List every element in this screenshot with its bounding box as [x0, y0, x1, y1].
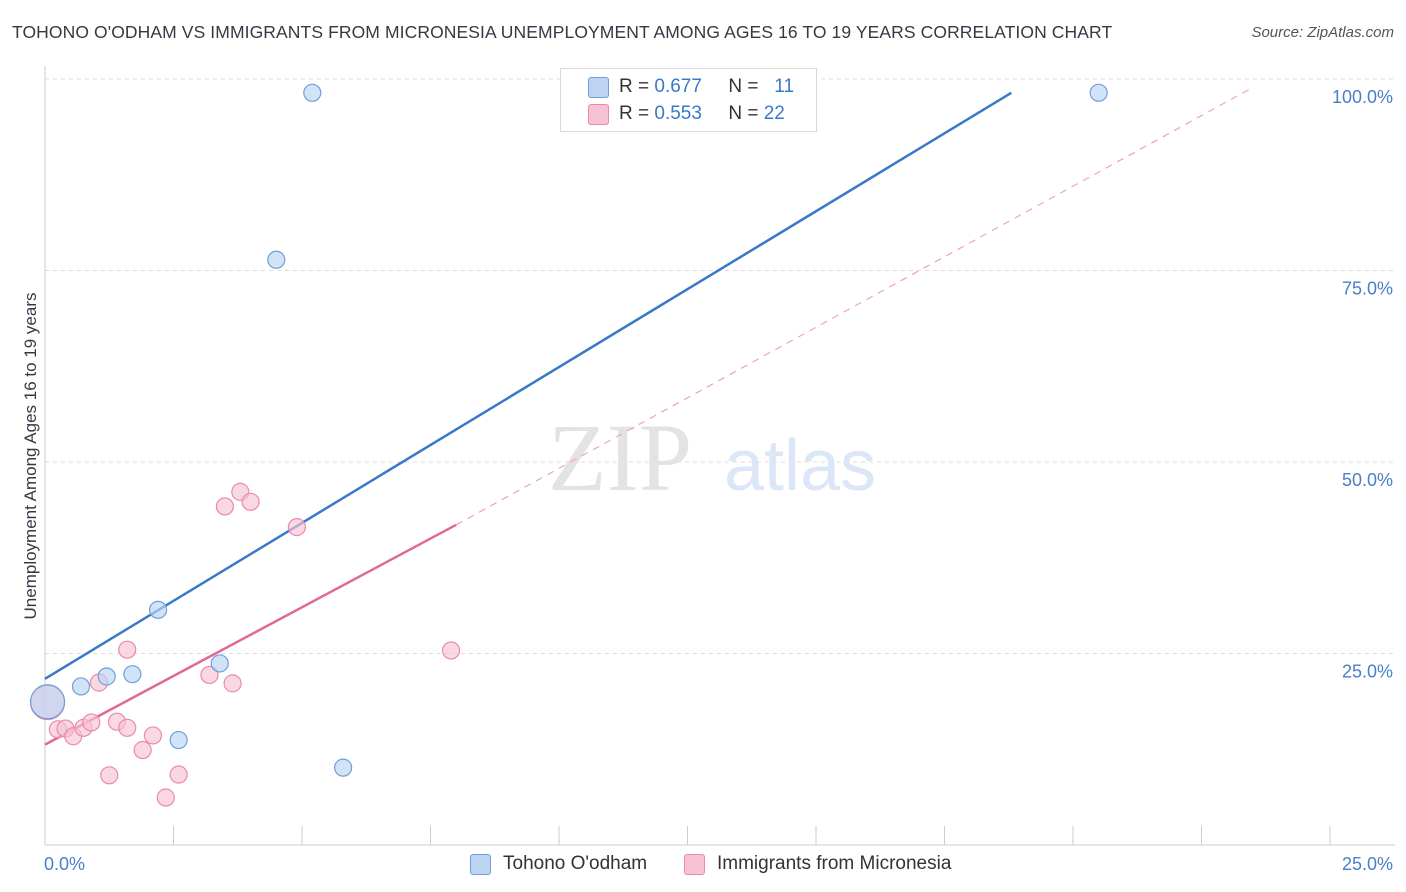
- bottom-legend-micronesia: Immigrants from Micronesia: [684, 852, 951, 876]
- chart-title: TOHONO O'ODHAM VS IMMIGRANTS FROM MICRON…: [12, 22, 1113, 42]
- legend-text-micronesia: R = 0.553 N = 22: [619, 103, 785, 125]
- point-micronesia-9: [118, 718, 137, 737]
- point-tohono-5: [169, 730, 188, 750]
- legend-r-value: 0.677: [654, 76, 702, 97]
- point-micronesia-10: [118, 640, 137, 659]
- legend-swatch-blue: [588, 76, 609, 98]
- point-micronesia-15: [200, 665, 219, 685]
- point-micronesia-19: [241, 492, 260, 511]
- point-tohono-3: [123, 665, 142, 684]
- watermark-atlas: atlas: [724, 426, 876, 506]
- point-micronesia-11: [133, 740, 152, 760]
- grid-lines: [45, 78, 1395, 654]
- y-axis-label: Unemployment Among Ages 16 to 19 years: [21, 293, 40, 620]
- y-tick-label-75: 75.0%: [1342, 279, 1393, 299]
- legend-r-label: R =: [619, 76, 650, 97]
- point-tohono-2: [97, 667, 116, 686]
- legend-n-value: 11: [774, 76, 795, 97]
- x-tick-label-0: 0.0%: [44, 854, 85, 874]
- bottom-legend-label-tohono: Tohono O'odham: [503, 853, 648, 874]
- watermark-zip: ZIP: [548, 404, 692, 511]
- legend-text-tohono: R = 0.677 N = 11: [619, 76, 794, 98]
- point-tohono-4: [148, 600, 168, 619]
- point-tohono-8: [303, 83, 322, 102]
- bottom-legend-swatch-blue: [470, 853, 491, 875]
- point-micronesia-14: [169, 765, 188, 784]
- trend-line-micronesia-extension: [455, 86, 1254, 526]
- bottom-legend-swatch-pink: [684, 853, 705, 875]
- bottom-legend-label-micronesia: Immigrants from Micronesia: [717, 853, 952, 874]
- legend-swatch-pink: [588, 103, 609, 125]
- x-tick-label-25: 25.0%: [1342, 854, 1393, 874]
- data-points: [29, 83, 1108, 807]
- point-micronesia-21: [441, 641, 461, 660]
- y-tick-label-50: 50.0%: [1342, 470, 1393, 490]
- point-micronesia-13: [156, 788, 175, 807]
- axes: [44, 66, 1395, 846]
- point-micronesia-20: [287, 518, 306, 537]
- point-tohono-7: [267, 250, 286, 269]
- point-micronesia-7: [100, 766, 119, 785]
- point-micronesia-16: [215, 497, 234, 516]
- point-tohono-10: [1089, 83, 1108, 102]
- legend-n-label: N =: [728, 103, 759, 124]
- source-credit: Source: ZipAtlas.com: [1251, 24, 1394, 41]
- trend-line-micronesia: [44, 523, 457, 746]
- legend-n-value: 22: [763, 103, 785, 124]
- point-micronesia-12: [143, 726, 163, 745]
- y-tick-label-100: 100.0%: [1332, 87, 1393, 107]
- bottom-legend-tohono: Tohono O'odham: [470, 852, 647, 876]
- legend-r-label: R =: [619, 103, 650, 124]
- point-micronesia-17: [223, 674, 242, 693]
- point-micronesia-5: [82, 713, 101, 732]
- correlation-legend: R = 0.677 N = 11 R = 0.553 N = 22: [560, 68, 817, 132]
- tick-labels: 25.0% 50.0% 75.0% 100.0% 0.0% 25.0%: [44, 87, 1393, 874]
- point-tohono-1: [71, 677, 91, 696]
- point-tohono-6: [210, 654, 229, 673]
- legend-n-label: N =: [728, 76, 759, 97]
- y-tick-label-25: 25.0%: [1342, 662, 1393, 682]
- legend-r-value: 0.553: [654, 103, 702, 124]
- point-tohono-9: [334, 758, 353, 777]
- point-tohono-0: [29, 684, 66, 720]
- trend-line-tohono: [44, 91, 1012, 680]
- trend-lines: [44, 86, 1254, 746]
